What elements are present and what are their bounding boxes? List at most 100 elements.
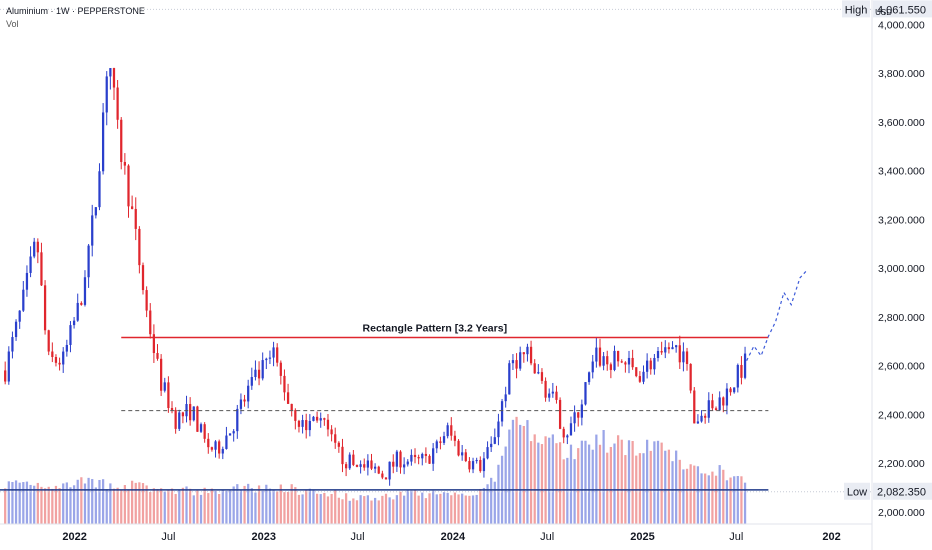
volume-bar: [457, 494, 460, 524]
volume-bar: [435, 494, 438, 524]
volume-bar: [348, 500, 351, 524]
volume-bar: [421, 492, 424, 524]
candle-body: [83, 277, 87, 305]
candle-body: [696, 421, 700, 424]
volume-bar: [587, 444, 591, 524]
volume-bar: [33, 485, 36, 524]
volume-bar: [461, 493, 464, 524]
candle-body: [243, 399, 246, 402]
candle-body: [725, 388, 729, 406]
volume-bar: [214, 490, 217, 524]
volume-bar: [377, 500, 380, 524]
candle-body: [301, 420, 304, 427]
candle-body: [395, 451, 399, 467]
candle-body: [36, 241, 39, 253]
candle-body: [120, 119, 123, 162]
volume-bar: [537, 442, 540, 524]
volume-bar: [439, 493, 442, 524]
volume-bar: [602, 430, 605, 524]
volume-bar: [606, 452, 609, 524]
volume-bar: [18, 482, 21, 524]
volume-bar: [228, 490, 232, 524]
candle-body: [413, 454, 417, 458]
candles-layer: [4, 67, 747, 486]
volume-bar: [711, 471, 714, 524]
volume-bar: [722, 469, 725, 524]
candle-body: [656, 351, 660, 359]
volume-bar: [290, 484, 293, 524]
volume-bar: [678, 459, 681, 524]
volume-bar: [729, 477, 732, 524]
volume-bar: [482, 487, 486, 524]
volume-bar: [178, 489, 181, 524]
candle-body: [290, 403, 293, 411]
volume-bar: [540, 444, 544, 524]
candle-body: [555, 391, 558, 400]
volume-bar: [174, 493, 177, 524]
volume-bar: [315, 493, 319, 524]
volume-bar: [62, 483, 65, 524]
volume-bar: [707, 475, 710, 524]
candle-body: [18, 310, 21, 322]
candle-body: [312, 416, 315, 421]
volume-bar: [638, 453, 642, 524]
candle-body: [573, 412, 576, 424]
candle-body: [308, 420, 311, 431]
volume-bar: [72, 485, 76, 524]
candle-body: [25, 272, 29, 290]
volume-bar: [395, 495, 399, 524]
candle-body: [116, 87, 119, 120]
volume-bar: [490, 477, 493, 524]
pattern-label: Rectangle Pattern [3.2 Years]: [363, 323, 508, 335]
candle-body: [47, 330, 50, 352]
candle-body: [620, 361, 623, 363]
volume-bar: [664, 450, 667, 524]
volume-bar: [519, 424, 522, 524]
volume-bar: [700, 473, 703, 524]
volume-bar: [479, 488, 482, 524]
volume-bar: [25, 481, 29, 524]
candle-body: [511, 360, 515, 364]
candle-body: [341, 446, 344, 465]
volume-bar: [725, 480, 729, 524]
volume-bar: [671, 461, 674, 524]
volume-bar: [381, 495, 384, 524]
volume-bar: [714, 475, 718, 524]
candle-body: [174, 409, 177, 429]
volume-bar: [392, 499, 395, 524]
volume-bar: [689, 464, 692, 524]
candle-body: [580, 404, 583, 418]
volume-bar: [562, 459, 565, 524]
candle-body: [62, 351, 65, 365]
candle-body: [638, 376, 642, 382]
volume-bar: [156, 488, 159, 524]
volume-bar: [616, 435, 620, 524]
candle-body: [40, 252, 43, 286]
candle-body: [675, 345, 678, 348]
candle-body: [210, 447, 214, 450]
candle-body: [228, 433, 232, 436]
candle-body: [558, 399, 562, 429]
candle-body: [185, 404, 188, 417]
candle-body: [602, 356, 605, 366]
volume-bar: [609, 446, 612, 524]
candle-body: [711, 400, 714, 409]
volume-bar: [189, 488, 192, 524]
candle-body: [660, 351, 663, 353]
candle-body: [678, 345, 681, 363]
volume-bar: [101, 479, 105, 524]
volume-bar: [265, 484, 268, 524]
volume-bar: [450, 495, 453, 524]
volume-bar: [221, 489, 224, 524]
volume-bar: [236, 484, 239, 524]
volume-bar: [642, 453, 645, 524]
volume-bar: [424, 498, 428, 524]
volume-bar: [529, 441, 533, 524]
volume-bar: [36, 482, 39, 524]
volume-bar: [468, 495, 471, 524]
volume-bar: [341, 499, 344, 524]
candle-body: [181, 412, 185, 417]
candle-body: [344, 464, 348, 469]
